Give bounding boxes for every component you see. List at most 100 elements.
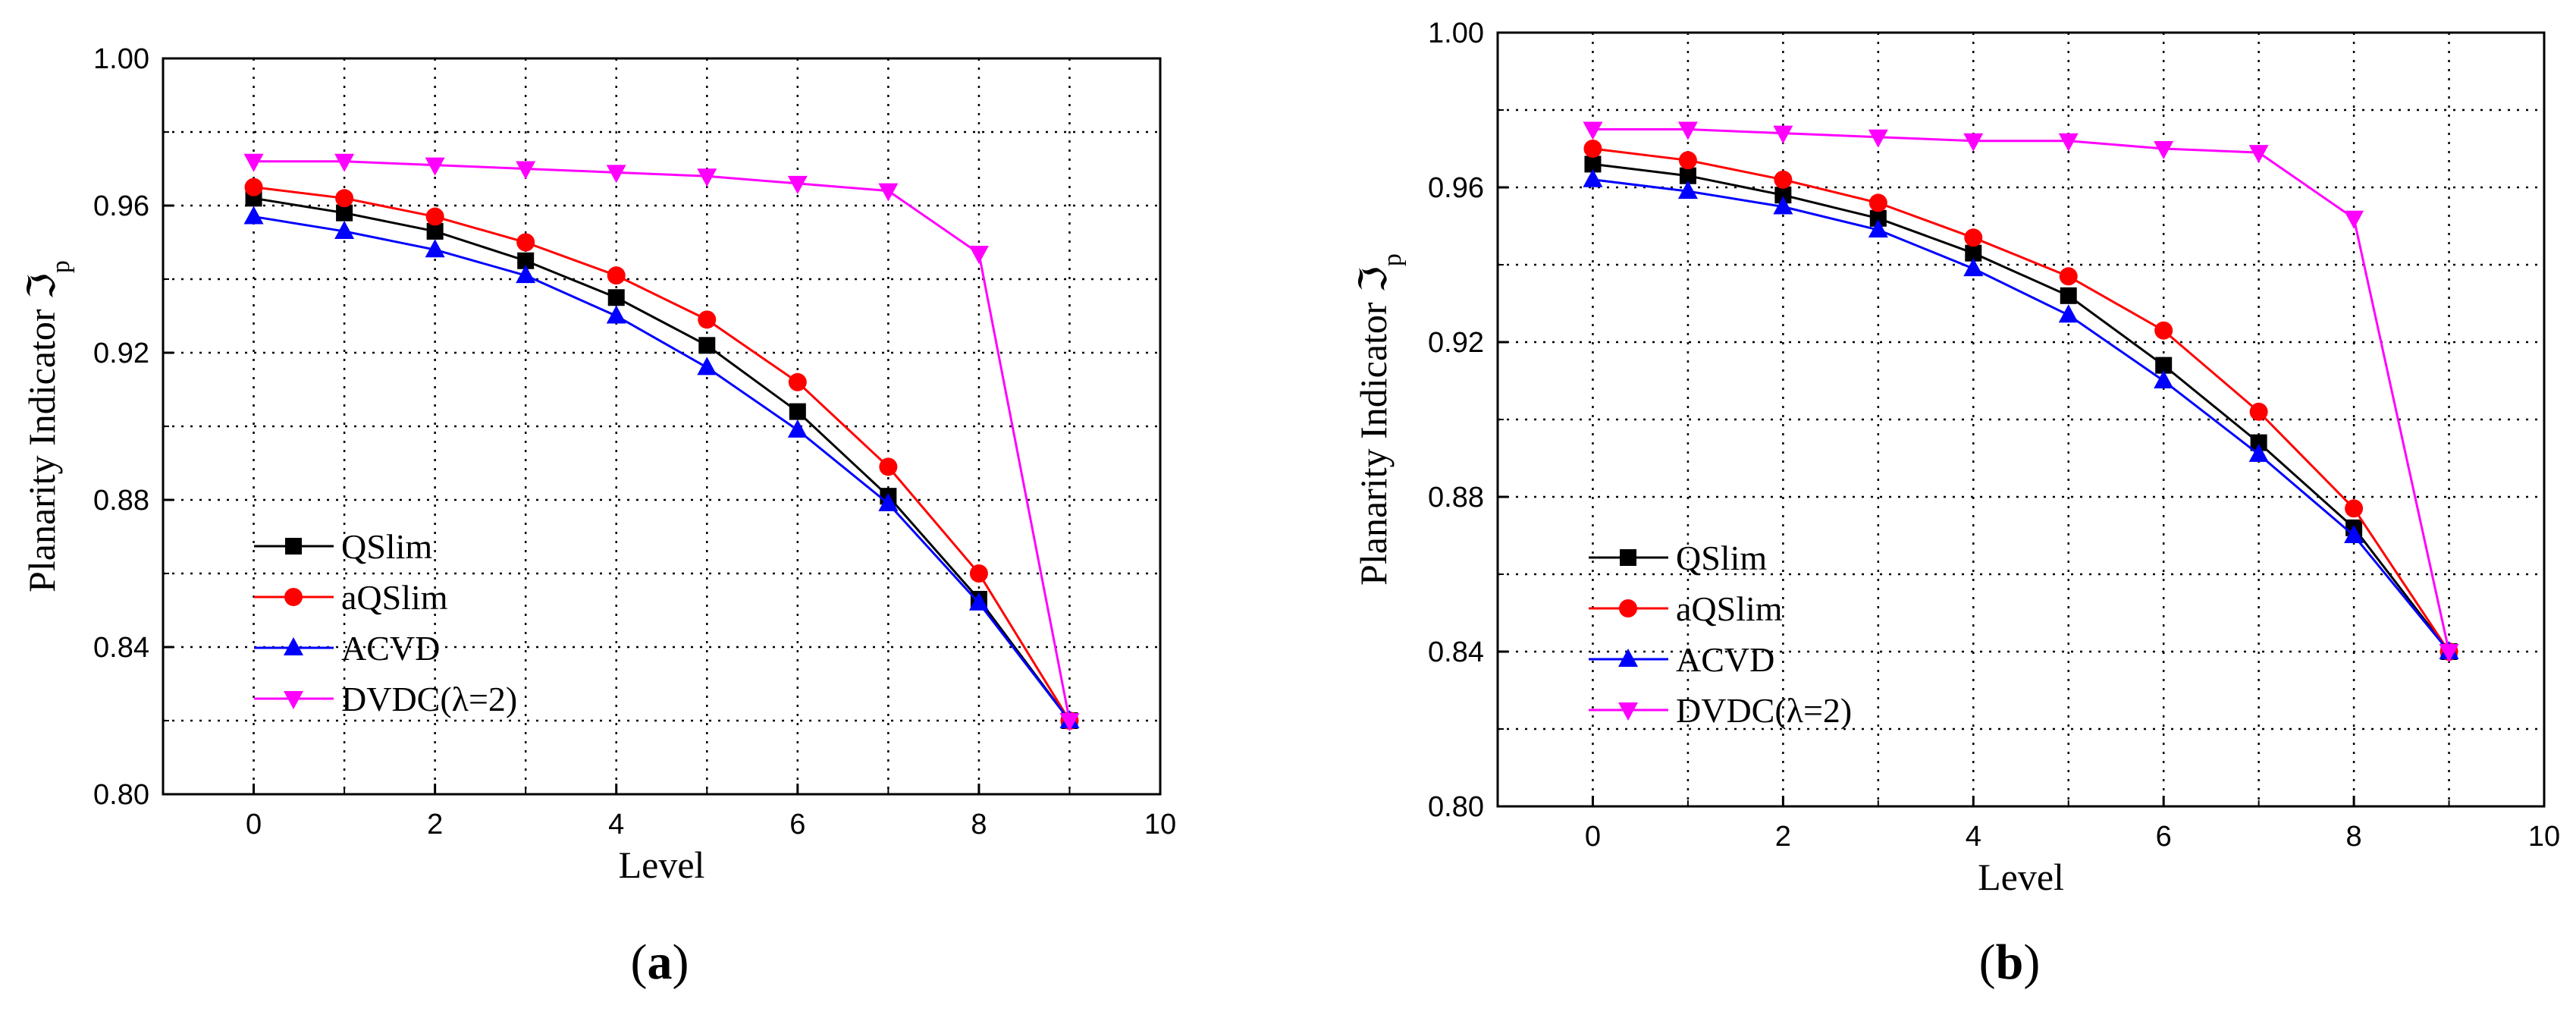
data-point [1773, 196, 1793, 215]
data-point [1677, 121, 1698, 140]
legend-item: QSlim [1589, 539, 1767, 577]
data-point [1868, 219, 1888, 238]
data-point [698, 310, 717, 329]
data-point [2154, 370, 2174, 388]
data-point [1774, 170, 1793, 189]
data-point [2439, 644, 2459, 662]
y-tick-label: 0.88 [1428, 482, 1484, 514]
data-point [1869, 209, 1887, 227]
panel-label: (b) [1979, 935, 2041, 990]
data-point [426, 222, 444, 240]
y-tick-label: 0.92 [93, 338, 149, 369]
data-point [2059, 267, 2078, 286]
data-point [1678, 151, 1697, 170]
series-line [1592, 178, 2450, 652]
data-point [1679, 167, 1696, 184]
data-point [1868, 193, 1887, 212]
data-point [879, 457, 898, 476]
data-point [2344, 210, 2364, 229]
series-line [1592, 128, 2451, 652]
data-point [607, 266, 626, 285]
chart-panel-a: 0 2 4 6 8 10 0.80 0.84 0.88 0.92 0.96 1.00 Level Plan… [20, 43, 1176, 990]
legend-label: QSlim [1676, 539, 1767, 577]
data-point [878, 492, 899, 511]
legend-item: QSlim [254, 527, 432, 566]
legend-label: aQSlim [1676, 589, 1783, 628]
data-point [334, 153, 355, 172]
legend-label: ACVD [1676, 640, 1774, 679]
data-point [606, 165, 626, 184]
legend-marker [285, 538, 302, 555]
data-point [1583, 168, 1603, 187]
x-tick-label: 4 [1966, 821, 1981, 853]
y-tick-label: 0.80 [93, 779, 149, 811]
x-tick-label: 8 [2346, 821, 2362, 853]
x-tick-label: 2 [427, 809, 443, 840]
data-point [1583, 121, 1603, 140]
data-point [243, 206, 264, 225]
y-tick-label: 0.96 [1428, 172, 1484, 204]
data-point [607, 289, 625, 306]
data-point [878, 183, 899, 202]
data-point [1868, 129, 1888, 148]
data-point [2058, 304, 2079, 323]
legend-item: DVDC(λ=2) [254, 680, 517, 718]
x-tick-label: 10 [1144, 809, 1176, 840]
data-point [789, 403, 806, 420]
grid [1498, 33, 2544, 806]
data-point [516, 161, 536, 180]
y-tick-label: 1.00 [93, 43, 149, 75]
data-point [2155, 357, 2173, 374]
y-tick-label: 1.00 [1428, 17, 1484, 49]
series-line [253, 186, 1071, 721]
legend-item: ACVD [254, 629, 440, 668]
data-point [516, 233, 535, 252]
y-tick-label: 0.80 [1428, 791, 1484, 823]
data-point [2250, 434, 2267, 451]
y-tick-label: 0.96 [93, 190, 149, 222]
data-point [244, 178, 263, 196]
data-point [2249, 402, 2268, 421]
legend-marker [1618, 649, 1638, 667]
data-point [334, 220, 355, 239]
series-aqslim [1583, 140, 2458, 661]
legend-marker [284, 637, 303, 655]
data-point [968, 246, 989, 265]
legend-label: ACVD [341, 629, 440, 668]
y-tick-label: 0.84 [93, 632, 149, 664]
legend-marker [1618, 702, 1638, 721]
chart-panel-b: 0 2 4 6 8 10 0.80 0.84 0.88 0.92 0.96 1.00 Level Plan… [1352, 17, 2560, 990]
data-point [425, 207, 444, 226]
data-point [517, 252, 535, 269]
data-point [697, 168, 717, 187]
data-point [1059, 713, 1080, 731]
data-point [697, 357, 717, 375]
legend-label: DVDC(λ=2) [341, 680, 517, 718]
data-point [969, 564, 988, 583]
grid [163, 58, 1160, 794]
data-point [1677, 181, 1698, 200]
data-point [2344, 525, 2364, 543]
x-tick-label: 6 [2156, 821, 2172, 853]
data-point [425, 157, 445, 176]
y-tick-label: 0.92 [1428, 327, 1484, 359]
legend-item: DVDC(λ=2) [1589, 691, 1852, 730]
data-point [698, 337, 716, 354]
y-tick-label: 0.84 [1428, 636, 1484, 668]
data-point [968, 592, 989, 611]
legend-marker [1619, 599, 1637, 617]
x-tick-label: 0 [1585, 821, 1601, 853]
series-line [1592, 147, 2450, 652]
data-point [606, 305, 626, 324]
data-point [335, 189, 354, 208]
x-tick-label: 8 [971, 809, 987, 840]
series-dvdc [243, 153, 1080, 731]
x-tick-label: 0 [246, 809, 262, 840]
data-point [336, 204, 353, 222]
legend-label: QSlim [341, 527, 432, 566]
data-point [788, 372, 807, 391]
data-point [2154, 321, 2173, 340]
legend-item: ACVD [1589, 640, 1774, 679]
series-aqslim [244, 178, 1079, 730]
data-point [516, 265, 536, 284]
